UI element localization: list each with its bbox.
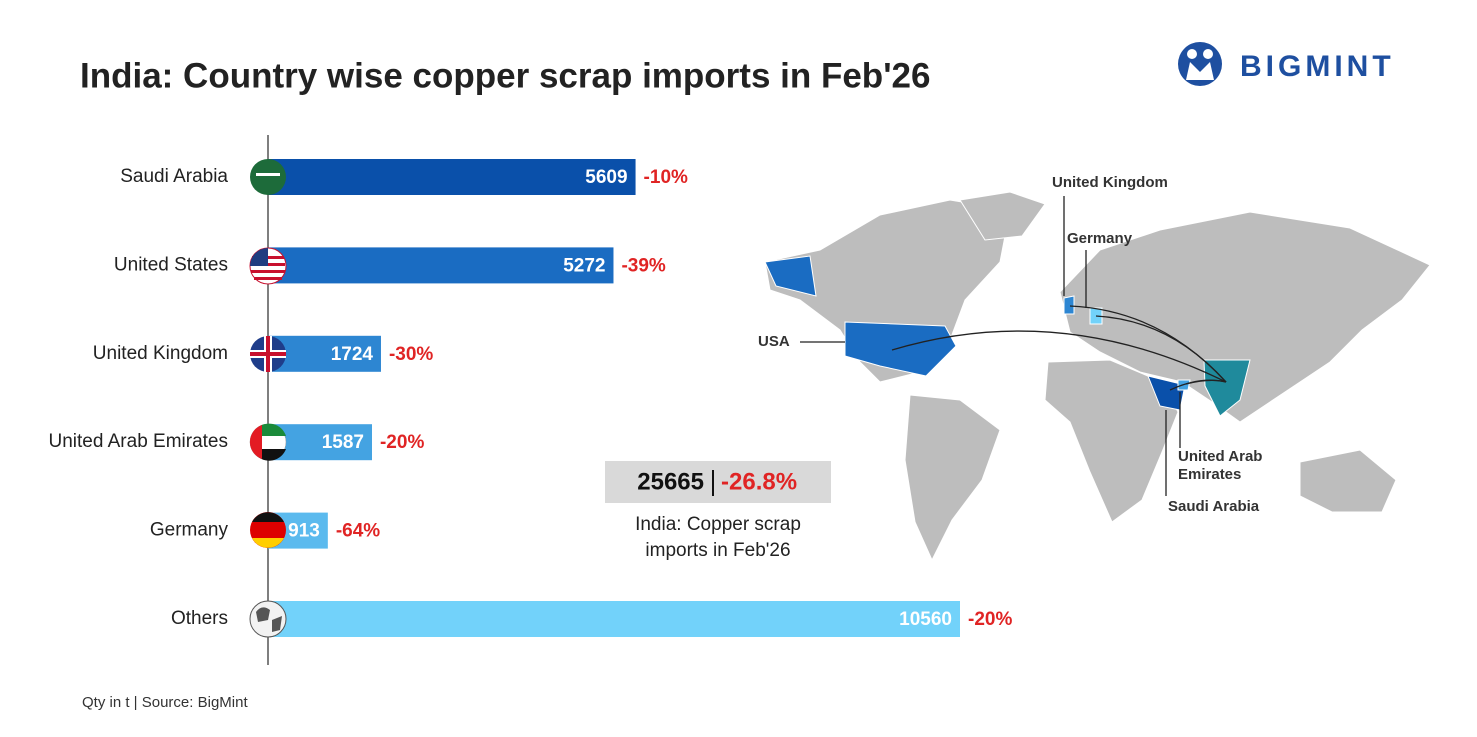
map-label: Germany [1067,230,1133,247]
value-label: 913 [288,521,320,542]
bar [268,335,381,372]
map-label: United Kingdom [1052,174,1168,191]
map-label: United Arab Emirates [1178,448,1263,483]
category-label: United States [114,254,228,275]
value-label: 5609 [585,167,627,188]
value-label: 1587 [322,432,364,453]
logo-icon [1178,42,1222,86]
change-label: -20% [968,609,1012,630]
map-label: USA [758,333,790,350]
bar [268,159,636,195]
total-change: -26.8% [721,468,797,495]
map-label: Saudi Arabia [1168,498,1260,515]
flag-icons [249,159,287,638]
trade-arrows [800,196,1227,496]
change-label: -20% [380,432,424,453]
category-label: United Kingdom [93,343,228,364]
category-label: Saudi Arabia [120,166,228,187]
value-label: 5272 [563,255,605,276]
world-map [764,191,1431,562]
change-label: -64% [336,521,380,542]
change-label: -10% [644,167,688,188]
chart-title: India: Country wise copper scrap imports… [80,56,930,95]
footnote: Qty in t | Source: BigMint [82,694,248,711]
category-label: Germany [150,520,229,541]
value-label: 1724 [331,344,374,365]
total-value: 25665 [637,468,704,495]
bar [268,601,960,637]
value-label: 10560 [899,609,952,630]
change-label: -30% [389,344,433,365]
category-label: United Arab Emirates [48,431,228,452]
brand: BIGMINT [1240,50,1395,83]
total-box [605,461,831,503]
bar [268,247,614,284]
change-label: -39% [621,255,665,276]
category-label: Others [171,608,228,629]
total-caption: India: Copper scrap imports in Feb'26 [635,514,801,561]
